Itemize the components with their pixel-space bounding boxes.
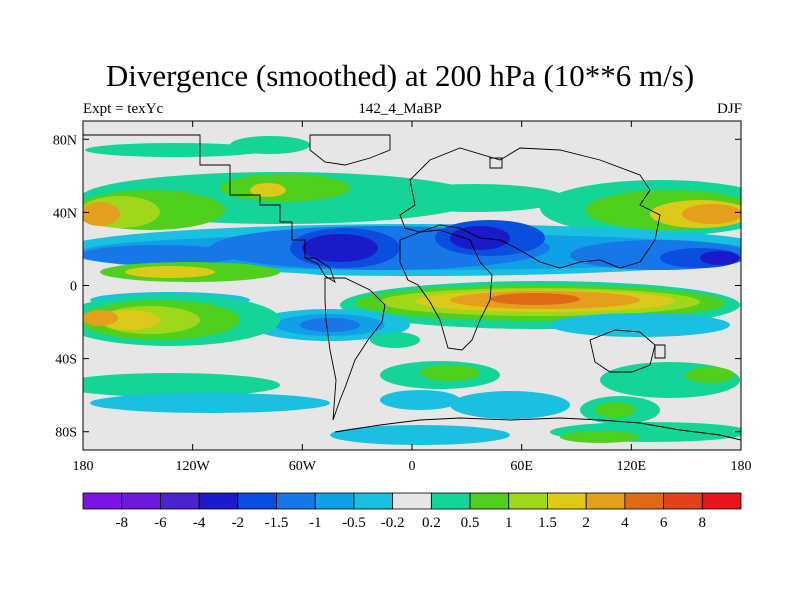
contour-fill (125, 266, 215, 278)
colorbar-swatch (663, 492, 703, 510)
colorbar-swatch (276, 492, 316, 510)
contour-fill (450, 391, 570, 419)
eurasia-outline (399, 147, 661, 269)
antarctica-outline (334, 417, 741, 441)
contour-fill (700, 251, 740, 265)
y-tick-label: 40S (55, 353, 77, 368)
colorbar-swatch (547, 492, 587, 510)
colorbar-swatch (585, 492, 626, 510)
contour-fill (302, 234, 378, 262)
colorbar-label: 0.2 (422, 515, 441, 531)
x-tick-label: 120W (176, 459, 211, 474)
x-tick-label: 0 (409, 459, 416, 474)
x-tick-label: 60W (289, 459, 317, 474)
colorbar-label: -8 (115, 515, 128, 531)
colorbar-label: 4 (621, 515, 629, 531)
y-tick-label: 40N (53, 206, 77, 221)
colorbar-label: 2 (582, 515, 590, 531)
colorbar-label: -0.5 (342, 515, 366, 531)
x-tick-label: 60E (510, 459, 533, 474)
x-tick-label: 180 (731, 459, 752, 474)
eurasia-africa-outline (399, 229, 493, 351)
contour-fill (595, 402, 635, 418)
contour-fill (682, 204, 741, 224)
colorbar-label: 0.5 (461, 515, 480, 531)
colorbar-swatch (160, 492, 200, 510)
colorbar-swatch (314, 492, 355, 510)
colorbar-label: -2 (232, 515, 245, 531)
axes: 180 120W 60W 0 60E 120E 180 80N 40N 0 40S 80S (53, 121, 752, 474)
contour-fill (90, 393, 330, 413)
colorbar-swatch (82, 492, 123, 510)
experiment-label: Expt = texYc (83, 101, 164, 117)
colorbar-swatch (701, 492, 742, 510)
contour-fill (250, 183, 286, 197)
contour-fill (83, 373, 280, 397)
colorbar-label: 1.5 (538, 515, 557, 531)
y-tick-label: 80N (53, 133, 77, 148)
season-label: DJF (716, 101, 742, 117)
contour-fill (300, 318, 360, 332)
colorbar-swatch (121, 492, 161, 510)
colorbar-label: -6 (154, 515, 167, 531)
colorbar-swatch (508, 492, 548, 510)
x-tick-label: 180 (73, 459, 94, 474)
north-america-outline (83, 134, 336, 284)
colorbar-swatch (430, 492, 471, 510)
colorbar-label: 6 (660, 515, 668, 531)
contour-fill (560, 431, 640, 443)
case-label: 142_4_MaBP (358, 101, 442, 117)
colorbar-label: -1.5 (265, 515, 289, 531)
colorbar-label: -1 (309, 515, 322, 531)
contour-fill (230, 136, 310, 154)
south-america-outline (324, 277, 386, 421)
chart-title: Divergence (smoothed) at 200 hPa (10**6 … (105, 58, 695, 93)
colorbar-label: -4 (193, 515, 206, 531)
colorbar-label: 8 (699, 515, 707, 531)
continent-outlines (83, 134, 741, 441)
contour-fill (685, 367, 735, 383)
contour-fill (83, 310, 118, 326)
colorbar-swatch (198, 492, 239, 510)
colorbar-swatch (353, 492, 394, 510)
colorbar: -8 -6 -4 -2 -1.5 -1 -0.5 -0.2 0.2 0.5 1 1.5 2 4 6 8 (82, 492, 742, 531)
contour-fill (85, 143, 265, 157)
y-tick-label: 0 (70, 280, 77, 295)
colorbar-swatch (624, 492, 664, 510)
contour-fill (420, 365, 480, 381)
divergence-field (83, 121, 741, 450)
colorbar-swatch (469, 492, 510, 510)
contour-fill (83, 245, 240, 265)
contour-fill (380, 390, 460, 410)
colorbar-label: -0.2 (381, 515, 405, 531)
contour-fill (385, 184, 565, 212)
y-tick-label: 80S (55, 426, 77, 441)
contour-fill (83, 202, 120, 226)
australia-outline (589, 329, 656, 373)
contour-fill (370, 332, 420, 348)
island-outline (489, 157, 503, 169)
contour-fill (550, 313, 730, 337)
contour-fill (330, 425, 510, 445)
contour-fill (490, 293, 580, 305)
colorbar-swatch (237, 492, 277, 510)
colorbar-swatch (392, 492, 432, 510)
x-tick-label: 120E (617, 459, 647, 474)
colorbar-label: 1 (505, 515, 513, 531)
island-outline (654, 344, 666, 359)
greenland-outline (309, 134, 391, 166)
